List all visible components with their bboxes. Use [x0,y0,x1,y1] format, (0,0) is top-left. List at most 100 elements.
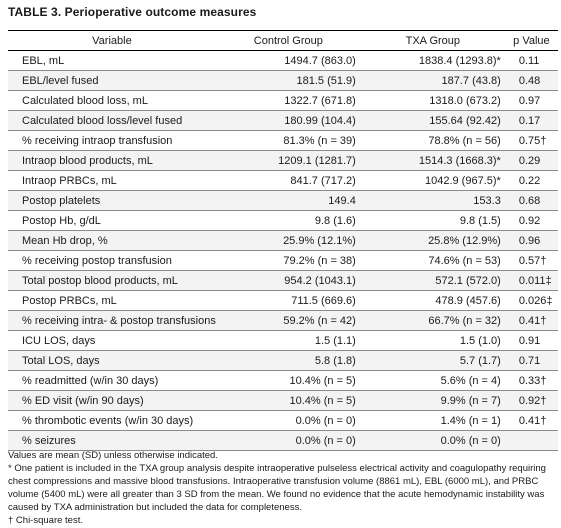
table-row: % receiving intraop transfusion 81.3% (n … [8,130,558,151]
cell-variable: Calculated blood loss/level fused [8,110,216,131]
cell-variable: % receiving postop transfusion [8,250,216,271]
table-row: Mean Hb drop, % 25.9% (12.1%) 25.8% (12.9%… [8,230,558,251]
cell-variable: Total LOS, days [8,350,216,371]
cell-txa: 9.8 (1.5) [360,210,505,231]
cell-p-value: 0.71 [504,350,558,371]
table-row: Calculated blood loss/level fused 180.99 … [8,110,558,131]
table-row: Intraop blood products, mL 1209.1 (1281.7… [8,150,558,171]
outcomes-table: Variable Control Group TXA Group p Value… [8,30,558,451]
table-row: Postop Hb, g/dL 9.8 (1.6) 9.8 (1.5) 0.92 [8,210,558,231]
table-row: % thrombotic events (w/in 30 days) 0.0% (… [8,410,558,431]
cell-control: 79.2% (n = 38) [215,250,361,271]
cell-control: 149.4 [215,190,361,211]
cell-control: 9.8 (1.6) [215,210,361,231]
cell-p-value: 0.92† [504,390,558,411]
cell-variable: Total postop blood products, mL [8,270,216,291]
cell-txa: 5.7 (1.7) [360,350,505,371]
cell-p-value: 0.91 [504,330,558,351]
cell-txa: 187.7 (43.8) [360,70,505,91]
cell-p-value: 0.11 [504,50,558,71]
cell-control: 0.0% (n = 0) [215,410,361,431]
header-row: Variable Control Group TXA Group p Value [8,30,558,51]
cell-p-value: 0.97 [504,90,558,111]
cell-txa: 0.0% (n = 0) [360,430,505,451]
table-row: EBL/level fused 181.5 (51.9) 187.7 (43.8) 0… [8,70,558,91]
table-footnotes: Values are mean (SD) unless otherwise in… [8,449,558,527]
cell-variable: ICU LOS, days [8,330,216,351]
cell-p-value: 0.96 [504,230,558,251]
table-caption: TABLE 3. Perioperative outcome measures [8,5,257,19]
cell-variable: EBL/level fused [8,70,216,91]
cell-variable: Postop Hb, g/dL [8,210,216,231]
cell-txa: 5.6% (n = 4) [360,370,505,391]
footnote-dagger: † Chi-square test. [8,515,83,526]
cell-p-value: 0.41† [504,310,558,331]
cell-control: 5.8 (1.8) [215,350,361,371]
cell-variable: % receiving intra- & postop transfusions [8,310,216,331]
cell-txa: 153.3 [360,190,505,211]
table-row: Calculated blood loss, mL 1322.7 (671.8) 1… [8,90,558,111]
cell-p-value: 0.29 [504,150,558,171]
cell-control: 10.4% (n = 5) [215,370,361,391]
table-row: % seizures 0.0% (n = 0) 0.0% (n = 0) [8,430,558,451]
header-p-value: p Value [504,30,558,51]
cell-control: 841.7 (717.2) [215,170,361,191]
cell-txa: 572.1 (572.0) [360,270,505,291]
cell-control: 1209.1 (1281.7) [215,150,361,171]
cell-control: 711.5 (669.6) [215,290,361,311]
cell-variable: Postop platelets [8,190,216,211]
cell-p-value: 0.026‡ [504,290,558,311]
cell-txa: 25.8% (12.9%) [360,230,505,251]
footnote-asterisk: * One patient is included in the TXA gro… [8,463,546,513]
cell-variable: % receiving intraop transfusion [8,130,216,151]
cell-txa: 1042.9 (967.5)* [360,170,505,191]
table-row: EBL, mL 1494.7 (863.0) 1838.4 (1293.8)* 0.1… [8,50,558,71]
cell-control: 954.2 (1043.1) [215,270,361,291]
cell-txa: 78.8% (n = 56) [360,130,505,151]
cell-control: 59.2% (n = 42) [215,310,361,331]
cell-control: 81.3% (n = 39) [215,130,361,151]
cell-txa: 66.7% (n = 32) [360,310,505,331]
cell-p-value: 0.68 [504,190,558,211]
table-row: Intraop PRBCs, mL 841.7 (717.2) 1042.9 (96… [8,170,558,191]
cell-control: 25.9% (12.1%) [215,230,361,251]
cell-control: 1494.7 (863.0) [215,50,361,71]
cell-p-value: 0.92 [504,210,558,231]
cell-variable: % seizures [8,430,216,451]
table-row: % ED visit (w/in 90 days) 10.4% (n = 5) 9.… [8,390,558,411]
cell-variable: Intraop blood products, mL [8,150,216,171]
cell-p-value: 0.48 [504,70,558,91]
cell-txa: 1514.3 (1668.3)* [360,150,505,171]
header-variable: Variable [8,30,216,51]
header-control-group: Control Group [215,30,361,51]
cell-p-value: 0.57† [504,250,558,271]
cell-txa: 74.6% (n = 53) [360,250,505,271]
cell-p-value: 0.41† [504,410,558,431]
cell-p-value: 0.75† [504,130,558,151]
cell-control: 0.0% (n = 0) [215,430,361,451]
cell-control: 1.5 (1.1) [215,330,361,351]
table-body: EBL, mL 1494.7 (863.0) 1838.4 (1293.8)* 0.1… [8,50,558,451]
cell-variable: EBL, mL [8,50,216,71]
cell-control: 181.5 (51.9) [215,70,361,91]
table-row: % receiving postop transfusion 79.2% (n =… [8,250,558,271]
cell-variable: Calculated blood loss, mL [8,90,216,111]
table-row: % receiving intra- & postop transfusions… [8,310,558,331]
table-row: Postop PRBCs, mL 711.5 (669.6) 478.9 (457.… [8,290,558,311]
cell-p-value: 0.33† [504,370,558,391]
table-row: Postop platelets 149.4 153.3 0.68 [8,190,558,211]
cell-control: 10.4% (n = 5) [215,390,361,411]
cell-variable: % readmitted (w/in 30 days) [8,370,216,391]
header-txa-group: TXA Group [360,30,505,51]
cell-txa: 155.64 (92.42) [360,110,505,131]
cell-control: 180.99 (104.4) [215,110,361,131]
cell-p-value [504,430,558,451]
cell-p-value: 0.22 [504,170,558,191]
cell-txa: 1.4% (n = 1) [360,410,505,431]
footnote-values: Values are mean (SD) unless otherwise in… [8,450,218,461]
cell-p-value: 0.011‡ [504,270,558,291]
cell-p-value: 0.17 [504,110,558,131]
cell-variable: % ED visit (w/in 90 days) [8,390,216,411]
cell-variable: % thrombotic events (w/in 30 days) [8,410,216,431]
cell-variable: Intraop PRBCs, mL [8,170,216,191]
